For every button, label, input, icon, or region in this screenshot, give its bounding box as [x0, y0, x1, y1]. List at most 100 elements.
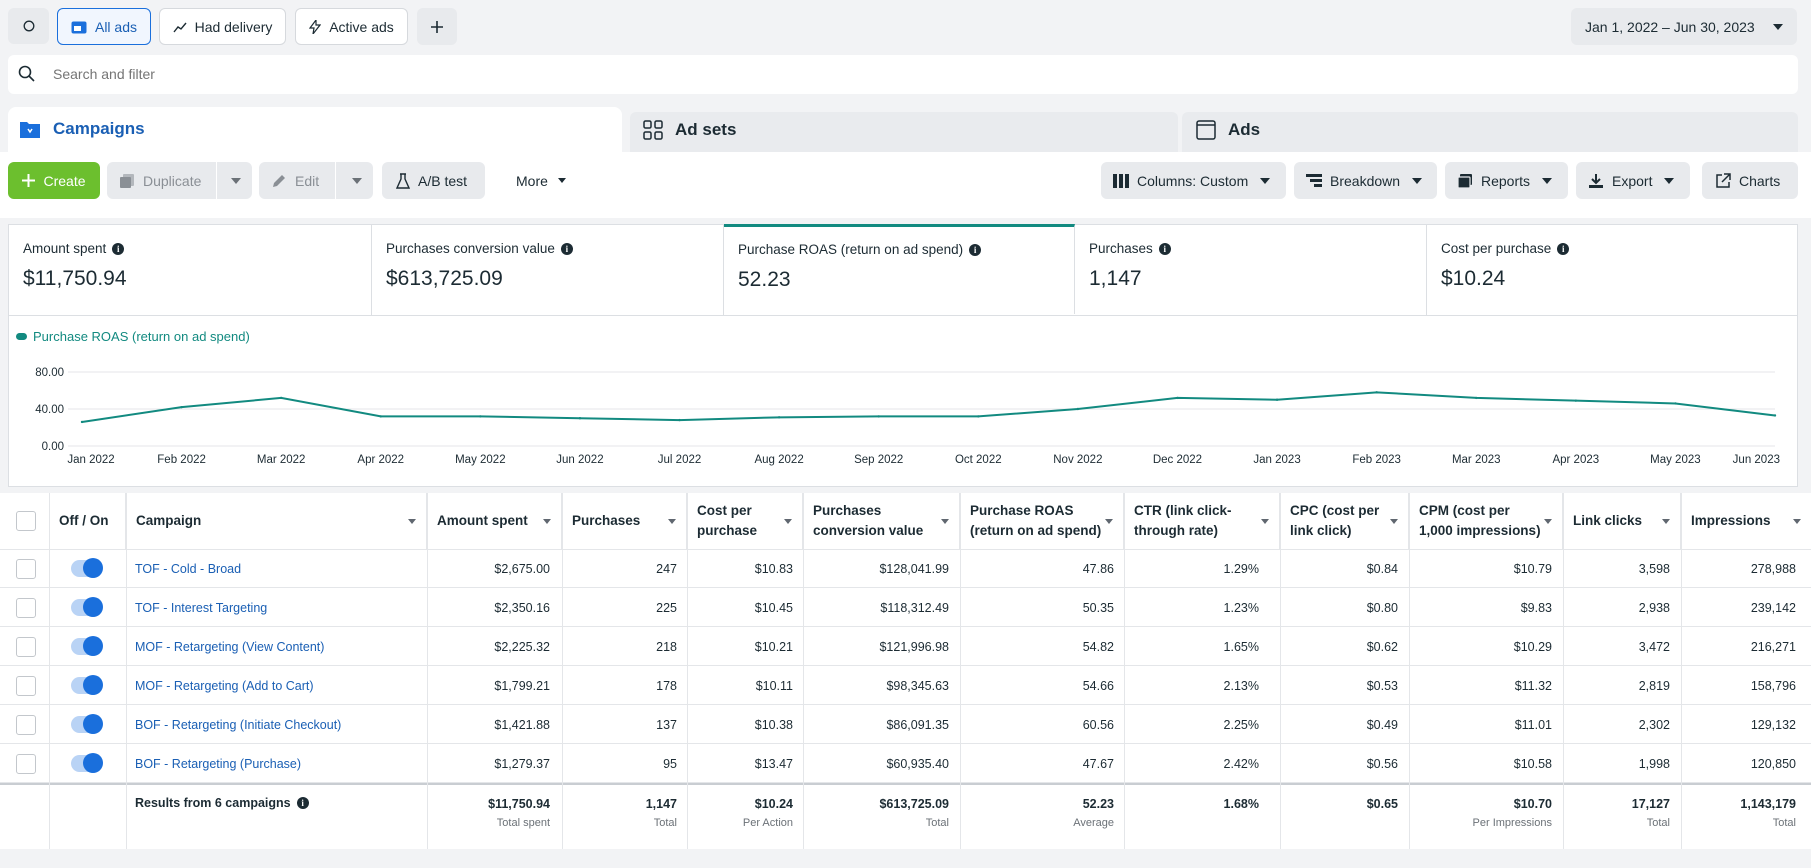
reports-label: Reports: [1481, 172, 1531, 189]
column-divider: [1409, 493, 1410, 849]
sort-icon[interactable]: [784, 519, 792, 524]
row-checkbox[interactable]: [16, 598, 36, 618]
row-checkbox[interactable]: [16, 676, 36, 696]
table-row[interactable]: [0, 744, 1811, 783]
table-row[interactable]: [0, 705, 1811, 744]
header-purchases[interactable]: Purchases: [562, 493, 687, 549]
breakdown-button[interactable]: Breakdown: [1294, 162, 1437, 199]
table-row[interactable]: [0, 588, 1811, 627]
table-row[interactable]: [0, 549, 1811, 588]
ab-test-button[interactable]: A/B test: [382, 162, 485, 199]
export-button[interactable]: Export: [1576, 162, 1690, 199]
header-purchase-roas[interactable]: Purchase ROAS (return on ad spend): [960, 493, 1124, 549]
campaign-name-link[interactable]: MOF - Retargeting (Add to Cart): [135, 679, 314, 693]
campaign-name-link[interactable]: BOF - Retargeting (Purchase): [135, 757, 302, 771]
sort-icon[interactable]: [1105, 519, 1113, 524]
add-filter-button[interactable]: [417, 8, 457, 45]
table-row[interactable]: [0, 666, 1811, 705]
sort-icon[interactable]: [1662, 519, 1670, 524]
chevron-down-icon: [352, 178, 362, 184]
reports-button[interactable]: Reports: [1445, 162, 1568, 199]
sort-icon[interactable]: [408, 519, 416, 524]
info-icon: i: [1158, 242, 1171, 255]
header-cost-per-purchase[interactable]: Cost per purchase: [687, 493, 803, 549]
info-icon[interactable]: i: [296, 797, 309, 809]
create-label: Create: [43, 172, 86, 189]
ads-tab[interactable]: Ads: [1182, 112, 1798, 152]
header-ctr[interactable]: CTR (link click-through rate): [1124, 493, 1280, 549]
totals-label: Results from 6 campaigns i: [135, 796, 309, 810]
metric-cost-per-purchase[interactable]: Cost per purchase i $10.24: [1427, 225, 1797, 315]
campaign-toggle[interactable]: [71, 558, 103, 578]
cell-impr: 120,850: [1750, 757, 1796, 771]
charts-button[interactable]: Charts: [1702, 162, 1798, 199]
more-button[interactable]: More: [506, 162, 586, 199]
campaign-name-link[interactable]: TOF - Interest Targeting: [135, 601, 268, 615]
select-all-checkbox[interactable]: [16, 511, 36, 531]
header-conversion-value[interactable]: Purchases conversion value: [803, 493, 960, 549]
sort-icon[interactable]: [941, 519, 949, 524]
row-checkbox[interactable]: [16, 637, 36, 657]
columns-button[interactable]: Columns: Custom: [1101, 162, 1286, 199]
cell-cpp: $10.21: [754, 640, 793, 654]
sort-icon[interactable]: [543, 519, 551, 524]
had-delivery-filter[interactable]: Had delivery: [159, 8, 286, 45]
all-ads-filter[interactable]: All ads: [57, 8, 151, 45]
sort-icon[interactable]: [1793, 519, 1801, 524]
total-roas: 52.23: [1082, 797, 1114, 811]
search-icon: [18, 65, 35, 82]
campaigns-tab[interactable]: Campaigns: [8, 107, 622, 153]
cell-cpc: $0.80: [1366, 601, 1398, 615]
header-impressions[interactable]: Impressions: [1681, 493, 1811, 549]
sort-icon[interactable]: [1261, 519, 1269, 524]
total-value: $613,725.09: [879, 797, 949, 811]
ad-window-icon: [1196, 120, 1216, 140]
sort-icon[interactable]: [1544, 519, 1552, 524]
column-divider: [1280, 493, 1281, 849]
header-amount-spent[interactable]: Amount spent: [427, 493, 562, 549]
cell-spent: $1,279.37: [494, 757, 550, 771]
campaign-toggle[interactable]: [71, 597, 103, 617]
metric-conversion-value[interactable]: Purchases conversion value i $613,725.09: [372, 225, 724, 315]
plus-icon: [431, 20, 443, 33]
metric-value: $11,750.94: [23, 267, 127, 290]
cell-clicks: 3,472: [1638, 640, 1670, 654]
cell-cpp: $10.38: [754, 718, 793, 732]
total-cpc: $0.65: [1366, 797, 1398, 811]
ad-sets-tab[interactable]: Ad sets: [630, 112, 1178, 152]
header-cpm[interactable]: CPM (cost per 1,000 impressions): [1409, 493, 1563, 549]
row-checkbox[interactable]: [16, 754, 36, 774]
row-checkbox[interactable]: [16, 715, 36, 735]
header-cpc[interactable]: CPC (cost per link click): [1280, 493, 1409, 549]
overview-toggle-button[interactable]: [8, 8, 49, 44]
campaign-toggle[interactable]: [71, 714, 103, 734]
lightning-icon: [309, 19, 322, 34]
metric-amount-spent[interactable]: Amount spent i $11,750.94: [9, 225, 372, 315]
campaign-name-link[interactable]: BOF - Retargeting (Initiate Checkout): [135, 718, 342, 732]
header-link-clicks[interactable]: Link clicks: [1563, 493, 1681, 549]
duplicate-button[interactable]: Duplicate: [107, 162, 252, 199]
all-ads-label: All ads: [94, 18, 138, 35]
campaign-name-link[interactable]: TOF - Cold - Broad: [135, 562, 242, 576]
campaign-name-link[interactable]: MOF - Retargeting (View Content): [135, 640, 325, 654]
campaign-toggle[interactable]: [71, 636, 103, 656]
table-row[interactable]: [0, 627, 1811, 666]
metric-purchase-roas[interactable]: Purchase ROAS (return on ad spend) i 52.2…: [724, 224, 1075, 314]
sort-icon[interactable]: [668, 519, 676, 524]
header-campaign[interactable]: Campaign: [126, 493, 427, 549]
row-checkbox[interactable]: [16, 559, 36, 579]
campaign-toggle[interactable]: [71, 753, 103, 773]
campaigns-tab-label: Campaigns: [53, 119, 145, 138]
cell-ctr: 1.23%: [1223, 601, 1259, 615]
date-range-picker[interactable]: Jan 1, 2022 – Jun 30, 2023: [1571, 8, 1797, 45]
active-ads-filter[interactable]: Active ads: [295, 8, 408, 45]
search-bar[interactable]: [8, 55, 1798, 94]
create-button[interactable]: Create: [8, 162, 100, 199]
search-input[interactable]: [53, 63, 853, 85]
sort-icon[interactable]: [1390, 519, 1398, 524]
header-off-on[interactable]: Off / On: [49, 493, 126, 549]
ad-sets-tab-label: Ad sets: [675, 120, 737, 139]
edit-button[interactable]: Edit: [259, 162, 373, 199]
campaign-toggle[interactable]: [71, 675, 103, 695]
metric-purchases[interactable]: Purchases i 1,147: [1075, 225, 1427, 315]
